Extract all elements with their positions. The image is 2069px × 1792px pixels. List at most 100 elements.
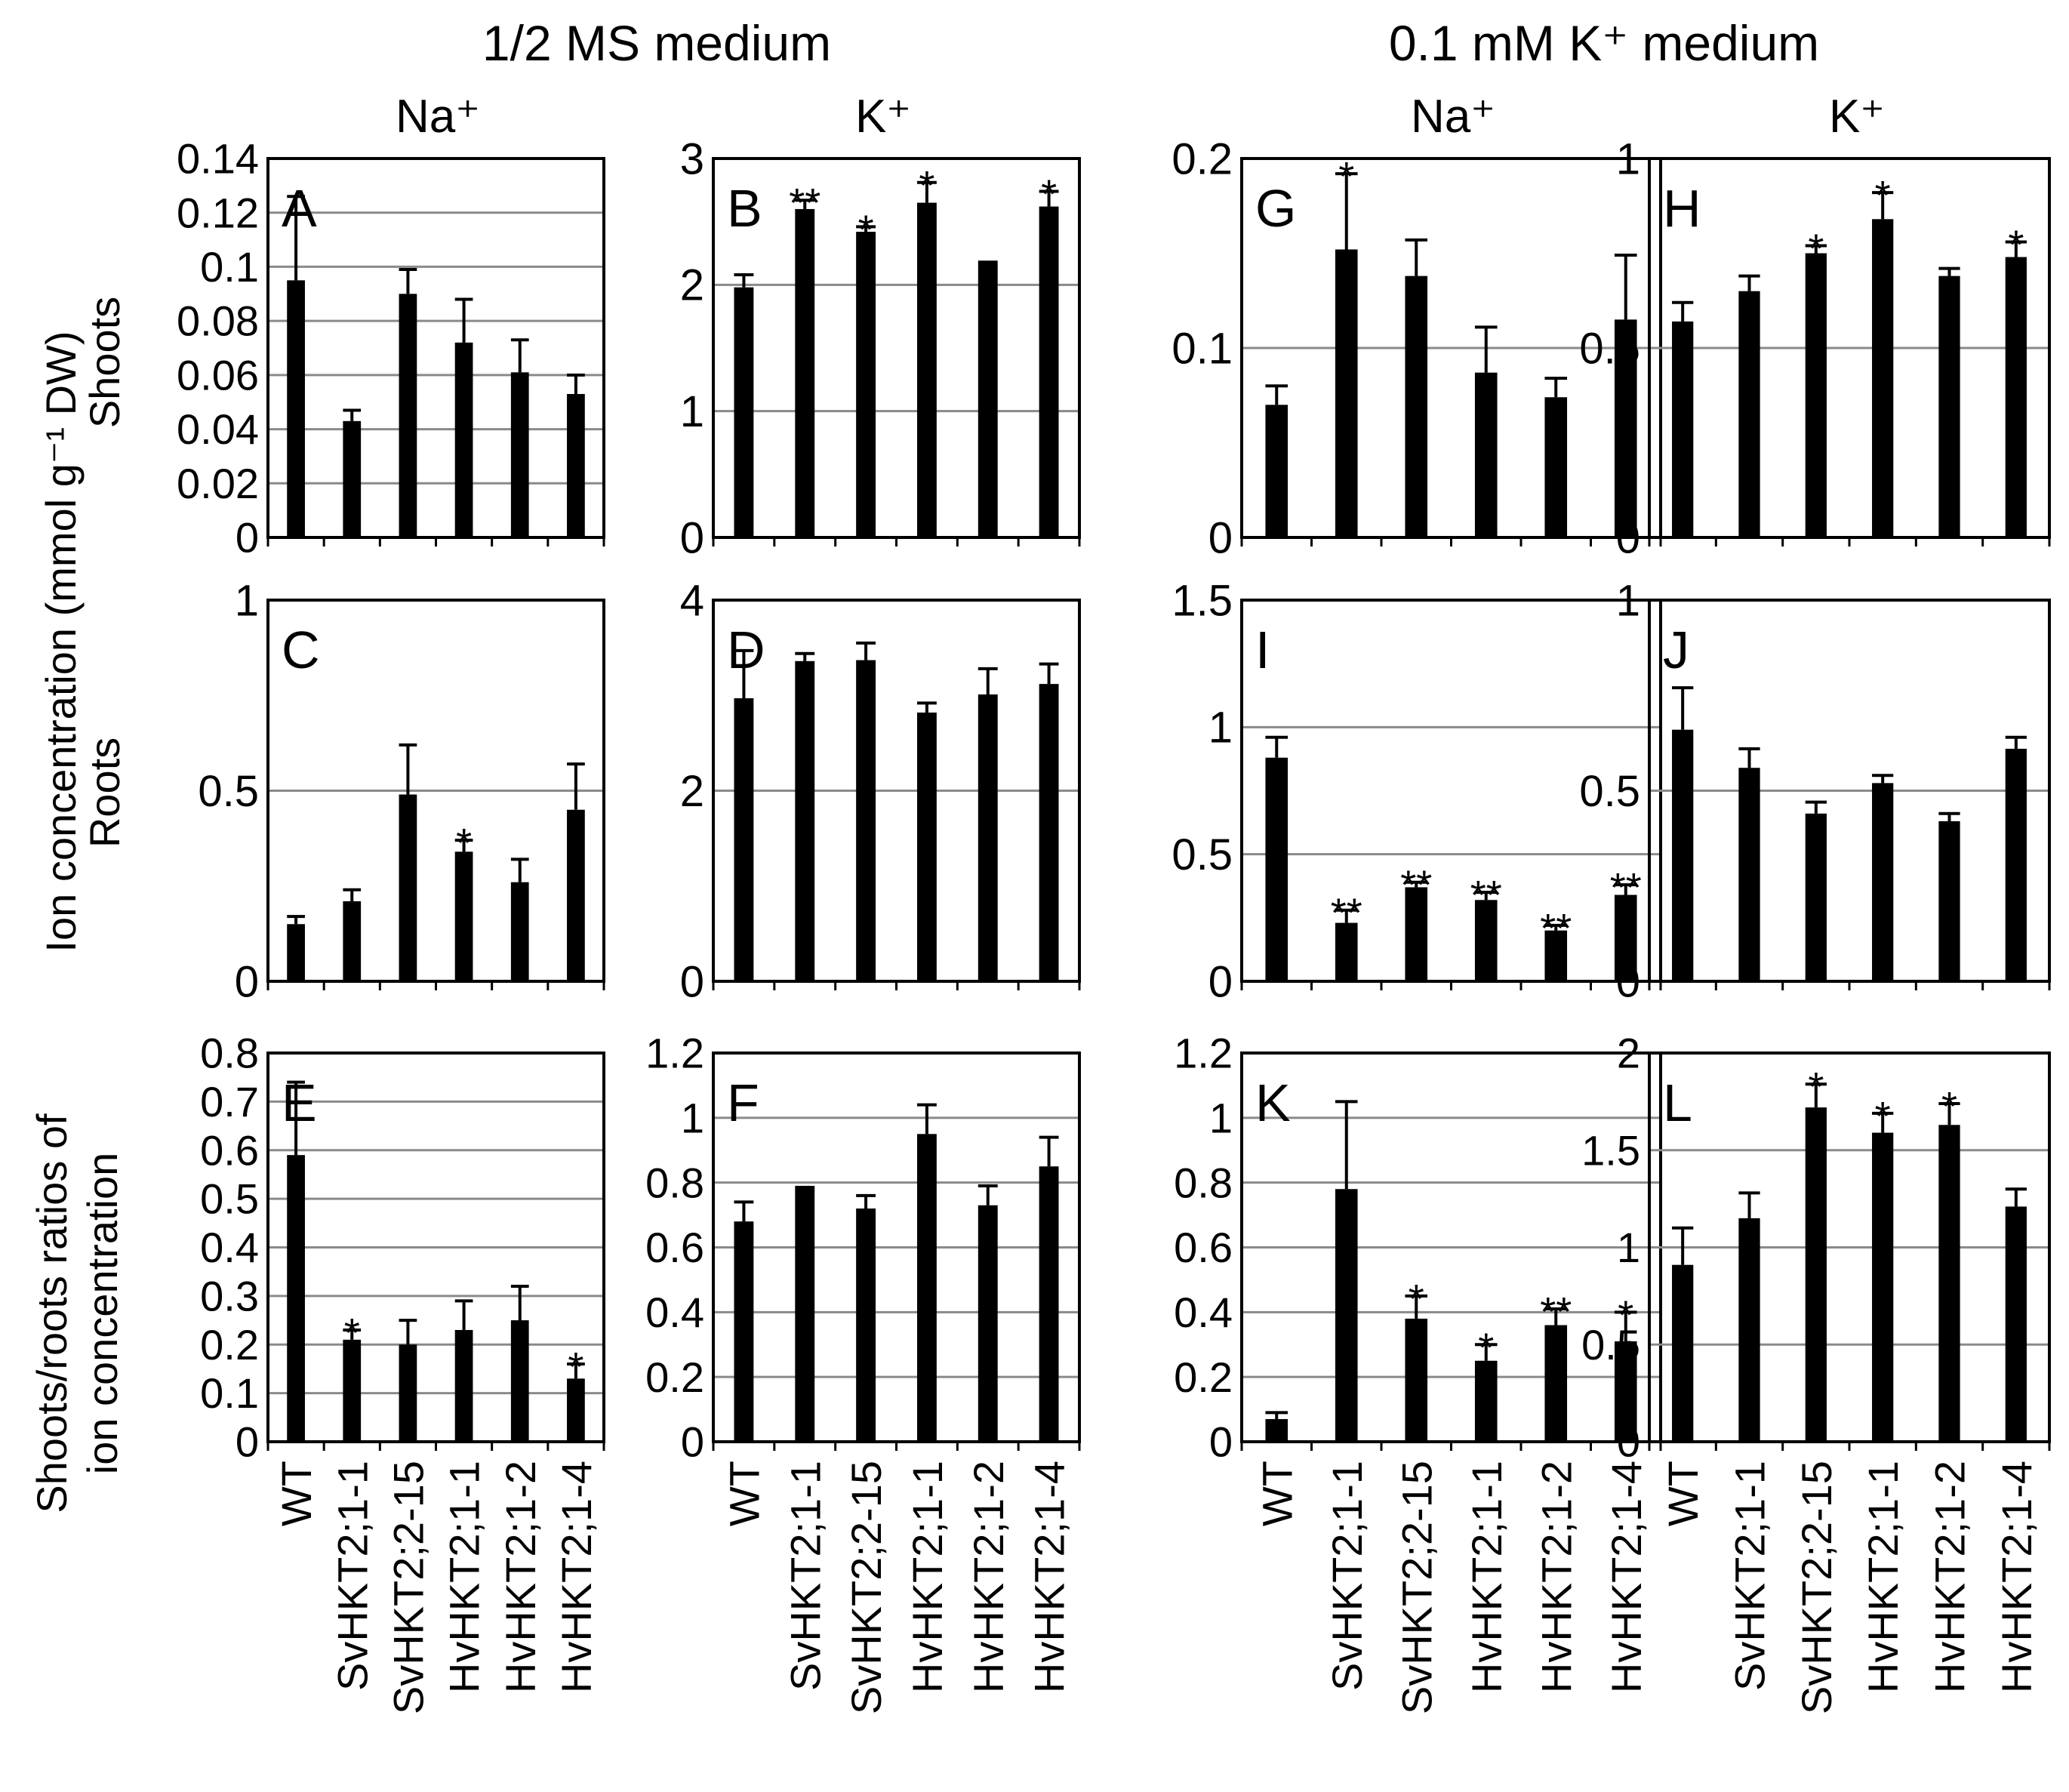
y-tick-label: 0.2 [645, 1353, 704, 1401]
y-tick-label: 0.5 [1579, 324, 1640, 373]
bar-WT [1265, 405, 1289, 537]
panel-A: 0 0.02 0.04 0.06 0.08 0.1 0.12 0.14 A [177, 135, 605, 562]
x-label-SvHKT2;2-15: SvHKT2;2-15 [842, 1461, 890, 1714]
bar-SvHKT2;2-15 [399, 794, 417, 981]
ylabel-ion-concentration: Ion concentration (mmol g⁻¹ DW) [37, 331, 85, 952]
x-label-SvHKT2;1-1: SvHKT2;1-1 [1323, 1461, 1371, 1691]
x-label-WT: WT [1253, 1461, 1301, 1526]
ylabel-shoots: Shoots [81, 297, 128, 428]
y-tick-label: 0.2 [200, 1321, 259, 1369]
header-k-1: K⁺ [855, 91, 911, 143]
x-label-SvHKT2;2-15: SvHKT2;2-15 [1393, 1461, 1440, 1714]
y-tick-label: 0 [236, 1418, 259, 1466]
y-tick-label: 0.4 [200, 1224, 259, 1271]
y-tick-label: 0 [1209, 1418, 1233, 1466]
significance-mark: * [1041, 172, 1057, 217]
bar-HvHKT2;1-4 [567, 393, 585, 537]
y-tick-label: 1 [235, 576, 259, 625]
bar-HvHKT2;1-1 [454, 851, 473, 981]
bar-SvHKT2;2-15 [856, 232, 876, 537]
bar-HvHKT2;1-4 [1614, 319, 1637, 537]
significance-mark: ** [1610, 865, 1642, 910]
x-label-HvHKT2;1-4: HvHKT2;1-4 [553, 1461, 600, 1693]
x-label-HvHKT2;1-4: HvHKT2;1-4 [1026, 1461, 1073, 1693]
bar-WT [1265, 757, 1289, 981]
bar-WT [734, 287, 754, 537]
x-label-HvHKT2;1-2: HvHKT2;1-2 [1532, 1461, 1580, 1693]
y-tick-label: 1.2 [1174, 1030, 1233, 1077]
bar-SvHKT2;1-1 [343, 901, 362, 981]
y-tick-label: 0.2 [1174, 1353, 1233, 1401]
significance-mark: * [1875, 1094, 1891, 1139]
bar-HvHKT2;1-4 [2005, 257, 2027, 537]
ylabel-ratio-line1: Shoots/roots ratios of [28, 1113, 75, 1513]
significance-mark: * [858, 207, 874, 252]
bar-HvHKT2;1-2 [510, 882, 529, 981]
bar-WT [1265, 1418, 1289, 1442]
x-label-SvHKT2;2-15: SvHKT2;2-15 [1793, 1461, 1840, 1714]
panel-letter: C [282, 620, 320, 679]
bar-SvHKT2;2-15 [856, 1209, 876, 1442]
panel-G: 0 0.1 0.2 G * [1172, 134, 1662, 562]
y-tick-label: 1 [1617, 1224, 1640, 1271]
x-label-SvHKT2;1-1: SvHKT2;1-1 [328, 1461, 376, 1691]
x-label-HvHKT2;1-2: HvHKT2;1-2 [1926, 1461, 1974, 1693]
y-tick-label: 1 [681, 1094, 704, 1141]
bar-SvHKT2;1-1 [1335, 922, 1358, 981]
y-tick-label: 0.5 [1579, 767, 1640, 816]
y-tick-label: 0 [1617, 1418, 1640, 1466]
panel-J: 0 0.5 1J [1579, 576, 2051, 1006]
y-tick-label: 0 [1616, 513, 1640, 562]
significance-mark: * [1409, 1276, 1424, 1322]
x-label-WT: WT [720, 1461, 768, 1526]
y-tick-label: 0.6 [645, 1224, 704, 1271]
significance-mark: * [568, 1344, 583, 1390]
bar-HvHKT2;1-4 [2005, 1206, 2027, 1442]
panel-letter: A [282, 179, 317, 238]
bar-HvHKT2;1-4 [1614, 1341, 1637, 1442]
significance-mark: ** [1470, 873, 1502, 918]
y-tick-label: 1.2 [645, 1030, 704, 1077]
bar-HvHKT2;1-1 [916, 1134, 937, 1442]
y-tick-label: 4 [680, 576, 704, 625]
bar-HvHKT2;1-2 [1544, 397, 1568, 537]
x-label-HvHKT2;1-1: HvHKT2;1-1 [1859, 1461, 1907, 1693]
bar-SvHKT2;1-1 [795, 660, 815, 981]
significance-mark: ** [1331, 891, 1362, 936]
x-label-HvHKT2;1-1: HvHKT2;1-1 [441, 1461, 488, 1693]
panel-F: 0 0.2 0.4 0.6 0.8 1 1.2 F [645, 1030, 1081, 1466]
bar-HvHKT2;1-4 [1039, 1166, 1059, 1442]
y-tick-label: 0.1 [200, 1369, 259, 1417]
panel-letter: G [1255, 179, 1296, 238]
y-tick-label: 0.7 [200, 1078, 259, 1125]
panel-E: 00.10.20.30.40.50.60.70.8E** [200, 1030, 605, 1466]
bar-HvHKT2;1-2 [978, 263, 998, 537]
significance-mark: * [919, 163, 934, 208]
panel-letter: B [727, 179, 762, 238]
x-axis-category-labels: WT SvHKT2;1-1 SvHKT2;2-15 HvHKT2;1-1 HvHKT2;… [272, 1461, 2040, 1714]
x-label-HvHKT2;1-4: HvHKT2;1-4 [1993, 1461, 2040, 1693]
y-tick-label: 0 [680, 513, 704, 562]
y-tick-label: 0 [235, 957, 259, 1006]
significance-mark: * [1618, 1292, 1633, 1338]
header-ms-medium: 1/2 MS medium [482, 15, 831, 71]
x-label-SvHKT2;1-1: SvHKT2;1-1 [1726, 1461, 1774, 1691]
bar-SvHKT2;1-1 [1335, 249, 1358, 537]
bar-HvHKT2;1-2 [978, 694, 998, 981]
y-tick-label: 0.6 [1174, 1224, 1233, 1271]
bar-WT [734, 1221, 754, 1442]
x-label-HvHKT2;1-1: HvHKT2;1-1 [1463, 1461, 1510, 1693]
bar-HvHKT2;1-2 [510, 1320, 529, 1442]
bar-SvHKT2;2-15 [1805, 1107, 1827, 1442]
bar-HvHKT2;1-1 [1474, 900, 1498, 981]
y-tick-label: 0.8 [645, 1159, 704, 1206]
panel-C: 0 0.5 1C * [198, 576, 605, 1006]
bar-SvHKT2;2-15 [1405, 887, 1428, 981]
bar-SvHKT2;2-15 [1805, 813, 1827, 981]
significance-mark: * [1478, 1325, 1494, 1370]
y-tick-label: 0.4 [645, 1289, 704, 1336]
bar-HvHKT2;1-1 [1872, 219, 1894, 537]
bar-SvHKT2;2-15 [1805, 253, 1827, 537]
